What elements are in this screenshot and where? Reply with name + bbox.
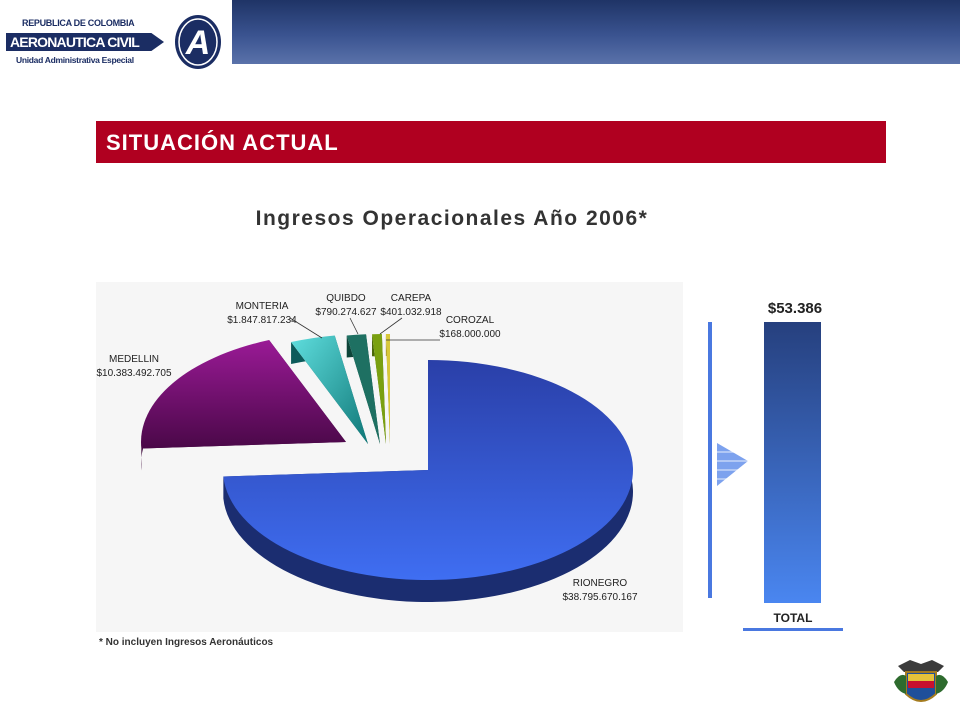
colombia-coat-of-arms-icon (894, 660, 948, 702)
chart-title: Ingresos Operacionales Año 2006* (255, 207, 649, 230)
bar-value-label: $53.386 (768, 300, 822, 317)
aerocivil-logo: REPUBLICA DE COLOMBIA AERONAUTICA CIVIL … (0, 0, 232, 70)
section-title: SITUACIÓN ACTUAL (106, 130, 339, 155)
pie-chart-panel (96, 282, 683, 632)
arrow-icon (717, 443, 748, 486)
section-title-bar: SITUACIÓN ACTUAL (96, 121, 886, 163)
footnote: * No incluyen Ingresos Aeronáuticos (99, 637, 274, 648)
logo-line3: Unidad Administrativa Especial (16, 55, 134, 65)
bar-category-label: TOTAL (774, 611, 813, 625)
logo-line1: REPUBLICA DE COLOMBIA (22, 18, 135, 28)
bar-baseline (743, 628, 843, 631)
logo-badge-letter: A (185, 24, 211, 62)
bracket-line (708, 322, 712, 598)
header-band (232, 0, 960, 64)
logo-line2: AERONAUTICA CIVIL (6, 33, 164, 51)
logo-badge-icon: A (175, 15, 221, 69)
bar-total (764, 322, 821, 603)
